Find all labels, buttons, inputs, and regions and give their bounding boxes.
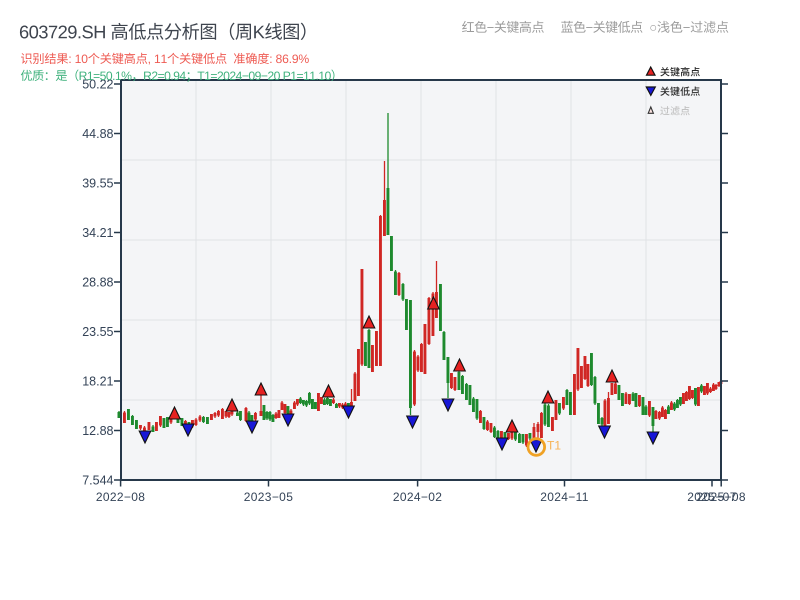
svg-text:18.21: 18.21 — [82, 374, 113, 388]
svg-text:2024−11: 2024−11 — [540, 490, 589, 504]
svg-text:2025−07: 2025−07 — [687, 490, 737, 504]
svg-text:23.55: 23.55 — [82, 325, 113, 339]
svg-text:39.55: 39.55 — [82, 176, 113, 190]
svg-text:7.544: 7.544 — [82, 473, 113, 487]
svg-text:28.88: 28.88 — [82, 275, 113, 289]
svg-text:12.88: 12.88 — [82, 424, 113, 438]
svg-text:34.21: 34.21 — [82, 226, 113, 240]
svg-text:50.22: 50.22 — [82, 77, 113, 91]
svg-text:2025−08: 2025−08 — [696, 490, 746, 504]
svg-text:2022−08: 2022−08 — [96, 490, 146, 504]
svg-text:44.88: 44.88 — [82, 127, 113, 141]
svg-text:T1: T1 — [547, 439, 561, 453]
svg-text:2023−05: 2023−05 — [244, 490, 294, 504]
svg-text:2024−02: 2024−02 — [393, 490, 443, 504]
